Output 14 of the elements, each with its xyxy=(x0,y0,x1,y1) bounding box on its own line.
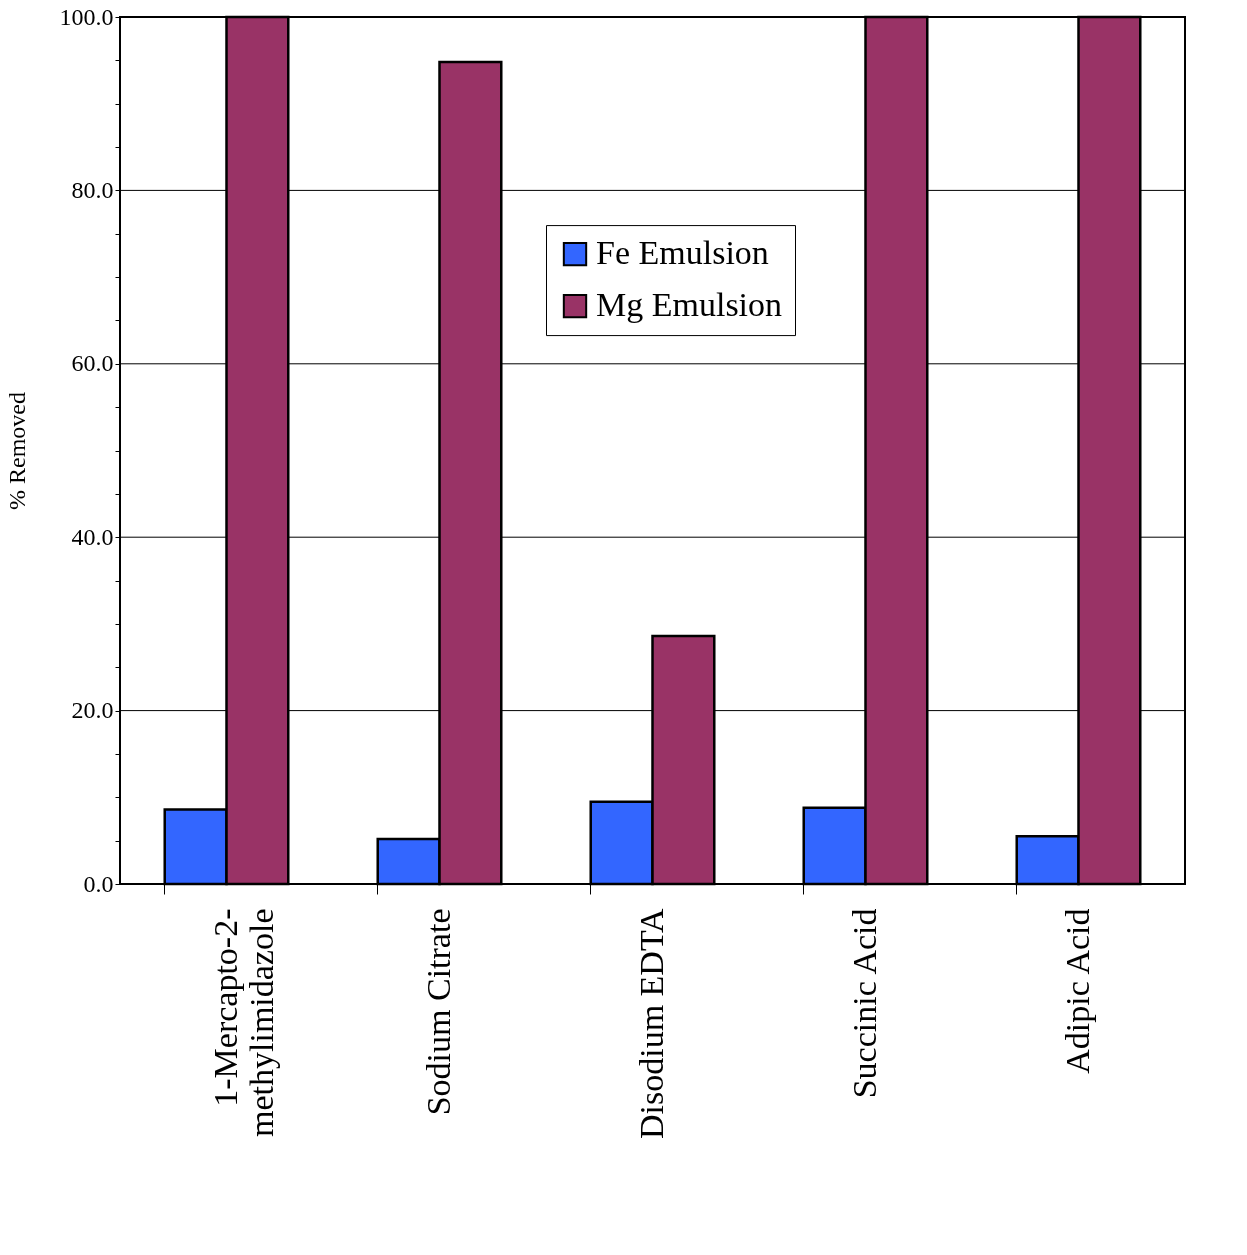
y-tick-label: 80.0 xyxy=(71,176,114,203)
y-tick-label: 40.0 xyxy=(71,523,114,550)
y-axis-title: % Removed xyxy=(3,392,30,510)
x-tick-label: Disodium EDTA xyxy=(632,908,670,1140)
legend-label: Mg Emulsion xyxy=(596,286,783,324)
y-tick-label: 60.0 xyxy=(71,350,114,377)
x-tick-label: Succinic Acid xyxy=(845,908,883,1099)
y-tick-label: 100.0 xyxy=(59,3,114,30)
y-tick-label: 0.0 xyxy=(83,870,114,897)
y-tick-label: 20.0 xyxy=(71,697,114,724)
legend-label: Fe Emulsion xyxy=(596,234,769,272)
x-tick-label: Adipic Acid xyxy=(1058,908,1096,1074)
x-tick-label: 1-Mercapto-2- methylimidazole xyxy=(206,908,280,1137)
x-tick-label: Sodium Citrate xyxy=(419,908,457,1116)
